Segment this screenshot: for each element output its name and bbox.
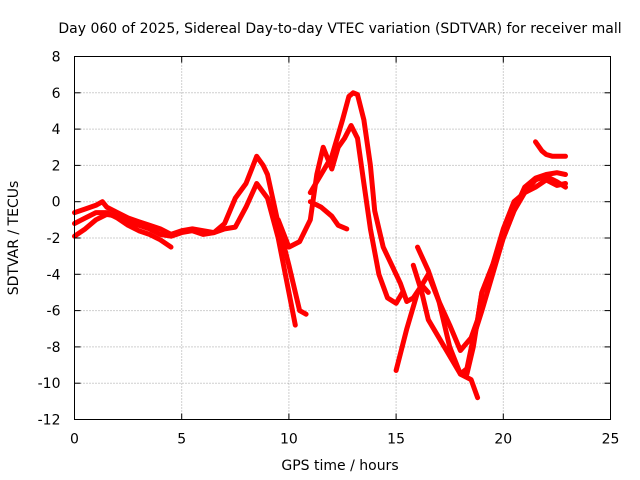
chart-title: Day 060 of 2025, Sidereal Day-to-day VTE… bbox=[58, 21, 621, 37]
y-tick-label: 8 bbox=[52, 50, 61, 66]
x-tick-label: 10 bbox=[280, 432, 298, 448]
y-tick-label: -2 bbox=[47, 231, 61, 247]
series-track-4 bbox=[275, 123, 405, 306]
series-track-6 bbox=[307, 199, 350, 232]
x-tick-label: 0 bbox=[70, 432, 79, 448]
grid-lines bbox=[74, 56, 611, 420]
x-tick-label: 25 bbox=[602, 432, 620, 448]
y-tick-label: 4 bbox=[52, 122, 61, 138]
y-tick-label: -4 bbox=[47, 267, 61, 283]
series-track-3 bbox=[72, 210, 174, 250]
y-tick-label: -12 bbox=[38, 413, 61, 429]
y-axis-label: SDTVAR / TECUs bbox=[6, 181, 22, 296]
series-track-2 bbox=[72, 153, 309, 317]
x-axis-label: GPS time / hours bbox=[281, 458, 398, 474]
data-series-layer bbox=[72, 90, 568, 401]
series-track-11 bbox=[533, 139, 568, 159]
y-tick-label: 6 bbox=[52, 86, 61, 102]
x-tick-label: 15 bbox=[387, 432, 405, 448]
axis-ticks: 0 5 10 15 20 25 -12 -10 -8 -6 -4 -2 0 2 4 6 8 bbox=[38, 50, 620, 448]
y-tick-label: -10 bbox=[38, 376, 61, 392]
y-tick-label: 2 bbox=[52, 158, 61, 174]
x-tick-label: 20 bbox=[494, 432, 512, 448]
y-tick-label: -8 bbox=[47, 340, 61, 356]
series-track-5 bbox=[307, 90, 431, 304]
x-tick-label: 5 bbox=[177, 432, 186, 448]
y-tick-label: 0 bbox=[52, 195, 61, 211]
series-track-10 bbox=[464, 177, 568, 377]
y-tick-label: -6 bbox=[47, 304, 61, 320]
